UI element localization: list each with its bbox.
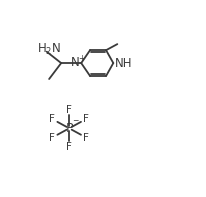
Text: NH: NH: [114, 57, 132, 70]
Text: F: F: [83, 133, 89, 143]
Text: P: P: [65, 122, 73, 135]
Text: F: F: [49, 133, 55, 143]
Text: F: F: [49, 114, 55, 124]
Text: F: F: [83, 114, 89, 124]
Text: −: −: [72, 116, 78, 125]
Text: +: +: [78, 54, 85, 63]
Text: N: N: [70, 56, 79, 69]
Text: F: F: [66, 142, 72, 152]
Text: F: F: [66, 105, 72, 115]
Text: H$_2$N: H$_2$N: [37, 42, 61, 57]
